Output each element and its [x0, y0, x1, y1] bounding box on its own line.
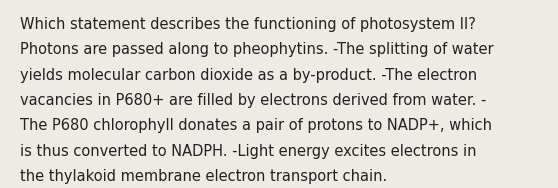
Text: yields molecular carbon dioxide as a by-product. -The electron: yields molecular carbon dioxide as a by-… [20, 68, 477, 83]
Text: Photons are passed along to pheophytins. -The splitting of water: Photons are passed along to pheophytins.… [20, 42, 493, 57]
Text: vacancies in P680+ are filled by electrons derived from water. -: vacancies in P680+ are filled by electro… [20, 93, 486, 108]
Text: Which statement describes the functioning of photosystem II?: Which statement describes the functionin… [20, 17, 475, 32]
Text: The P680 chlorophyll donates a pair of protons to NADP+, which: The P680 chlorophyll donates a pair of p… [20, 118, 492, 133]
Text: is thus converted to NADPH. -Light energy excites electrons in: is thus converted to NADPH. -Light energ… [20, 144, 476, 159]
Text: the thylakoid membrane electron transport chain.: the thylakoid membrane electron transpor… [20, 169, 387, 184]
